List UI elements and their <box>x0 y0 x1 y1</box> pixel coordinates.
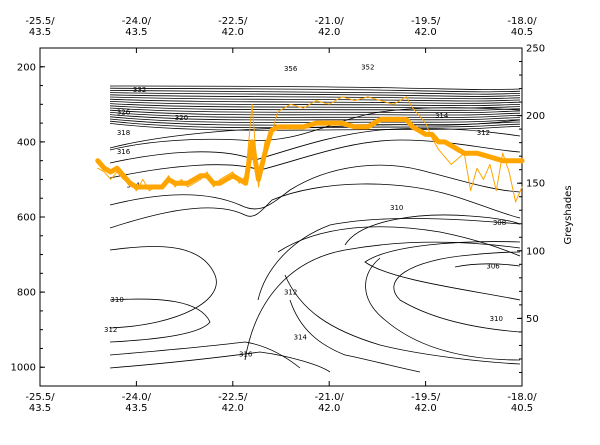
y-tick-label: 800 <box>17 288 36 299</box>
y-tick-label: 600 <box>17 213 36 224</box>
contour-line <box>109 164 521 210</box>
contour-label: 356 <box>284 65 298 73</box>
contour-line <box>257 218 521 301</box>
x-tick-label-bottom: -18.0/ <box>507 392 537 403</box>
y-tick-label: 1000 <box>11 363 36 374</box>
contour-line <box>109 112 521 118</box>
contour-line <box>109 107 521 151</box>
x-tick-label-top-2: 42.0 <box>222 27 244 38</box>
contour-label: 312 <box>284 289 297 297</box>
x-tick-label-top: -25.5/ <box>25 16 55 27</box>
contour-line <box>109 87 521 93</box>
series-lines <box>95 96 525 203</box>
y-tick-label: 200 <box>17 62 36 73</box>
contour-line <box>109 105 521 111</box>
contour-line <box>289 299 421 373</box>
contour-line <box>109 120 521 129</box>
contour-label: 312 <box>104 326 117 334</box>
x-tick-label-top: -18.0/ <box>507 16 537 27</box>
y2-tick-label: 50 <box>526 314 539 325</box>
x-tick-label-top-2: 42.0 <box>318 27 340 38</box>
x-tick-label-bottom: -21.0/ <box>315 392 345 403</box>
contour-line <box>277 226 521 257</box>
contour-label: 352 <box>361 63 374 71</box>
contour-line <box>109 183 521 229</box>
x-tick-label-bottom: -22.5/ <box>218 392 248 403</box>
x-tick-label-top: -19.5/ <box>411 16 441 27</box>
x-tick-label-top-2: 42.0 <box>414 27 436 38</box>
contour-line <box>109 96 521 102</box>
x-tick-label-top: -24.0/ <box>122 16 152 27</box>
x-tick-label-top: -21.0/ <box>315 16 345 27</box>
x-tick-label-bottom-2: 43.5 <box>125 403 147 414</box>
contour-label: 316 <box>117 148 131 156</box>
contour-label: 326 <box>117 108 131 116</box>
contour-line <box>109 298 211 343</box>
contour-line <box>109 101 521 107</box>
right-axis-label: Greyshades <box>563 185 574 244</box>
x-tick-label-bottom-2: 42.0 <box>318 403 340 414</box>
contour-line <box>109 85 521 91</box>
y2-tick-label: 100 <box>526 246 545 257</box>
y2-tick-label: 250 <box>526 44 545 55</box>
contour-line <box>109 107 521 114</box>
contour-label: 318 <box>117 129 130 137</box>
contour-line <box>109 109 521 116</box>
contour-line <box>109 90 521 95</box>
contour-label: 310 <box>390 204 403 212</box>
contour-line <box>109 351 331 373</box>
x-tick-label-bottom-2: 42.0 <box>222 403 244 414</box>
contour-label: 316 <box>239 351 253 359</box>
y2-tick-label: 200 <box>526 111 545 122</box>
contour-label: 310 <box>110 296 123 304</box>
contour-line <box>109 139 521 179</box>
x-tick-label-top-2: 43.5 <box>29 27 51 38</box>
y2-tick-label: 150 <box>526 179 545 190</box>
contour-lines: 332 326 320 318 316 314 356 352 314 312 310 308 306 3… <box>104 63 521 373</box>
contour-line <box>364 241 521 301</box>
contour-label: 310 <box>490 315 503 323</box>
contour-line <box>109 92 521 97</box>
x-tick-label-top-2: 43.5 <box>125 27 147 38</box>
x-tick-label-top-2: 40.5 <box>511 27 533 38</box>
contour-label: 308 <box>493 219 506 227</box>
contour-label: 306 <box>486 262 500 270</box>
x-tick-label-bottom-2: 42.0 <box>414 403 436 414</box>
contour-line <box>109 341 301 369</box>
contour-line <box>393 251 521 333</box>
contour-line <box>109 98 521 104</box>
contour-line <box>284 274 521 365</box>
y-tick-label: 400 <box>17 137 36 148</box>
contour-label: 332 <box>133 86 146 94</box>
contour-label: 320 <box>175 114 188 122</box>
contour-label: 312 <box>477 129 490 137</box>
x-tick-label-bottom: -24.0/ <box>122 392 152 403</box>
contour-line <box>454 263 521 268</box>
contour-line <box>109 114 521 121</box>
contour-line <box>365 257 521 361</box>
x-tick-label-bottom: -19.5/ <box>411 392 441 403</box>
x-tick-label-top: -22.5/ <box>218 16 248 27</box>
contour-line <box>109 123 521 131</box>
x-tick-label-bottom-2: 43.5 <box>29 403 51 414</box>
contour-label: 314 <box>294 334 308 342</box>
thin-orange-line <box>97 96 523 203</box>
x-tick-label-bottom-2: 40.5 <box>511 403 533 414</box>
contour-line <box>109 128 521 164</box>
contour-label: 314 <box>435 112 449 120</box>
contour-line <box>109 103 521 109</box>
contour-line <box>244 241 521 361</box>
contour-line <box>344 214 521 246</box>
x-tick-label-bottom: -25.5/ <box>25 392 55 403</box>
contour-line <box>109 94 521 100</box>
contour-line <box>109 246 217 329</box>
axes: -25.5/43.5-25.5/43.5-24.0/43.5-24.0/43.5… <box>11 16 546 414</box>
